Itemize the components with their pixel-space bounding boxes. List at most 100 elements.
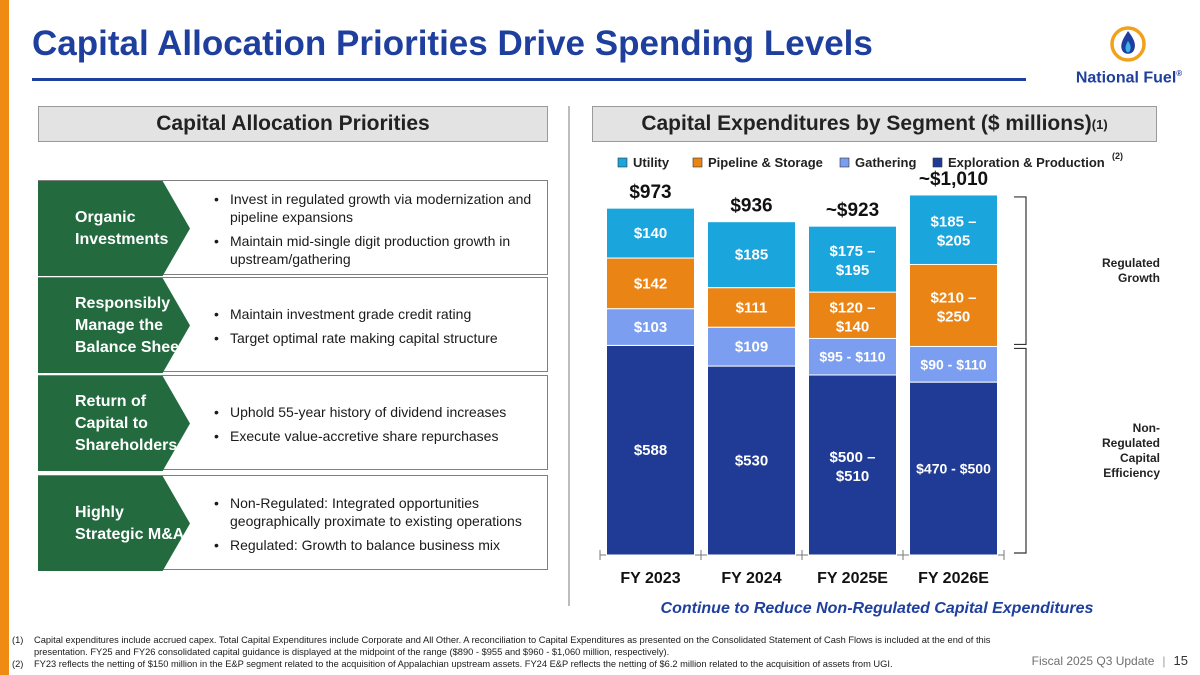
footnote-marker: (1) [12,635,24,645]
chart-caption: Continue to Reduce Non-Regulated Capital… [660,600,1094,617]
bar-label: $140 [836,318,869,335]
footnote: (2) FY23 reflects the netting of $150 mi… [12,658,1002,670]
priority-row-balance-sheet: Responsibly Manage the Balance Sheet Mai… [38,277,548,373]
legend-swatch [839,157,850,168]
segment-bracket [1014,196,1027,346]
brand-mark: ® [1176,69,1183,78]
bracket-label: Regulated [1102,436,1160,450]
footnote: (1) Capital expenditures include accrued… [12,634,1002,658]
bar-label: $95 - $110 [819,349,885,365]
bracket-label: Non- [1133,421,1160,435]
priority-bullet: Regulated: Growth to balance business mi… [214,536,544,554]
bar-label: $530 [735,453,768,470]
bar-label: $175 – [830,243,876,260]
priority-row-mna: Highly Strategic M&A Non-Regulated: Inte… [38,475,548,571]
bar-label: $250 [937,308,970,325]
bar-segment [606,257,695,310]
bar-label: $185 [735,247,768,264]
priority-label: Highly Strategic M&A [75,503,185,543]
priority-bullet: Maintain mid-single digit production gro… [214,232,544,268]
legend-label: Gathering [855,155,916,170]
accent-bar [0,0,9,675]
legend-label: Utility [633,155,670,170]
priority-label: Return of Capital to Shareholders [75,392,178,454]
bracket-label: Growth [1118,271,1160,285]
brand-name: National Fuel® [1068,69,1190,87]
bar-label: $120 – [830,299,876,316]
priority-bullets: Invest in regulated growth via moderniza… [214,181,544,276]
capex-header-text: Capital Expenditures by Segment ($ milli… [641,112,1092,135]
x-tick-label: FY 2025E [817,570,888,587]
segment-bracket [1014,347,1027,554]
footnotes: (1) Capital expenditures include accrued… [12,634,1002,670]
footer-label: Fiscal 2025 Q3 Update [1031,653,1155,668]
priority-arrow: Responsibly Manage the Balance Sheet [38,278,190,373]
legend-swatch [932,157,943,168]
bar-segment [808,374,897,556]
priority-label: Responsibly Manage the Balance Sheet [75,294,185,356]
priority-bullet: Non-Regulated: Integrated opportunities … [214,494,544,530]
footer-separator: | [1162,653,1166,668]
bar-label: $103 [634,319,667,336]
bar-segment [606,207,695,259]
company-logo: National Fuel® [1068,24,1190,90]
bar-segment [909,345,998,383]
bracket-label: Capital [1120,451,1160,465]
priority-bullets: Uphold 55-year history of dividend incre… [214,376,544,471]
legend-swatch [617,157,628,168]
bar-label: $195 [836,262,869,279]
priority-bullet: Target optimal rate making capital struc… [214,329,544,347]
bar-label: $210 – [931,289,977,306]
bar-segment [606,308,695,346]
bar-label: $510 [836,468,869,485]
legend-note: (2) [1112,151,1123,161]
capex-header-note: (1) [1091,116,1108,132]
bar-label: $111 [736,299,768,316]
footnote-text: Capital expenditures include accrued cap… [34,635,991,657]
priority-label: Organic Investments [75,208,169,248]
priority-bullet: Maintain investment grade credit rating [214,305,544,323]
bar-label: $140 [634,225,667,242]
legend-label: Exploration & Production [948,155,1105,170]
bar-label: $109 [735,339,768,356]
page-title: Capital Allocation Priorities Drive Spen… [32,24,873,63]
flame-logo-icon [1110,26,1146,62]
bar-segment [707,365,796,556]
priority-bullet: Execute value-accretive share repurchase… [214,427,544,445]
capex-header: Capital Expenditures by Segment ($ milli… [592,106,1157,142]
legend-label: Pipeline & Storage [708,155,823,170]
brand-text: National Fuel [1075,69,1177,87]
bracket-label: Efficiency [1103,466,1160,480]
bar-label: $500 – [830,449,876,466]
priorities-header: Capital Allocation Priorities [38,106,548,142]
slide-footer: Fiscal 2025 Q3 Update | 15 [1032,653,1188,668]
x-tick-label: FY 2023 [620,570,680,587]
priority-bullets: Non-Regulated: Integrated opportunities … [214,476,544,571]
footnote-marker: (2) [12,659,24,669]
x-tick-label: FY 2026E [918,570,989,587]
bar-label: $90 - $110 [920,356,986,372]
bar-segment [606,344,695,556]
x-tick-label: FY 2024 [721,570,781,587]
bar-total-label: $936 [730,196,772,217]
priority-bullets: Maintain investment grade credit rating … [214,278,544,373]
page-number: 15 [1173,653,1188,668]
bar-segment [909,194,998,265]
panel-divider [568,106,570,606]
footnote-text: FY23 reflects the netting of $150 millio… [34,659,893,669]
bar-segment [808,337,897,376]
priority-arrow: Highly Strategic M&A [38,476,190,571]
bar-label: $588 [634,442,667,459]
bar-total-label: $973 [629,182,671,203]
bar-segment [808,225,897,293]
priority-bullet: Uphold 55-year history of dividend incre… [214,403,544,421]
bar-segment [909,381,998,556]
capex-chart: Utility Pipeline & Storage Gathering Explor… [590,145,1190,605]
bar-total-label: ~$923 [826,200,879,221]
priorities-header-text: Capital Allocation Priorities [156,112,430,135]
priority-row-organic: Organic Investments Invest in regulated … [38,180,548,276]
bracket-label: Regulated [1102,256,1160,270]
priority-arrow: Organic Investments [38,181,190,276]
bar-label: $142 [634,275,667,292]
bar-segment [707,326,796,367]
